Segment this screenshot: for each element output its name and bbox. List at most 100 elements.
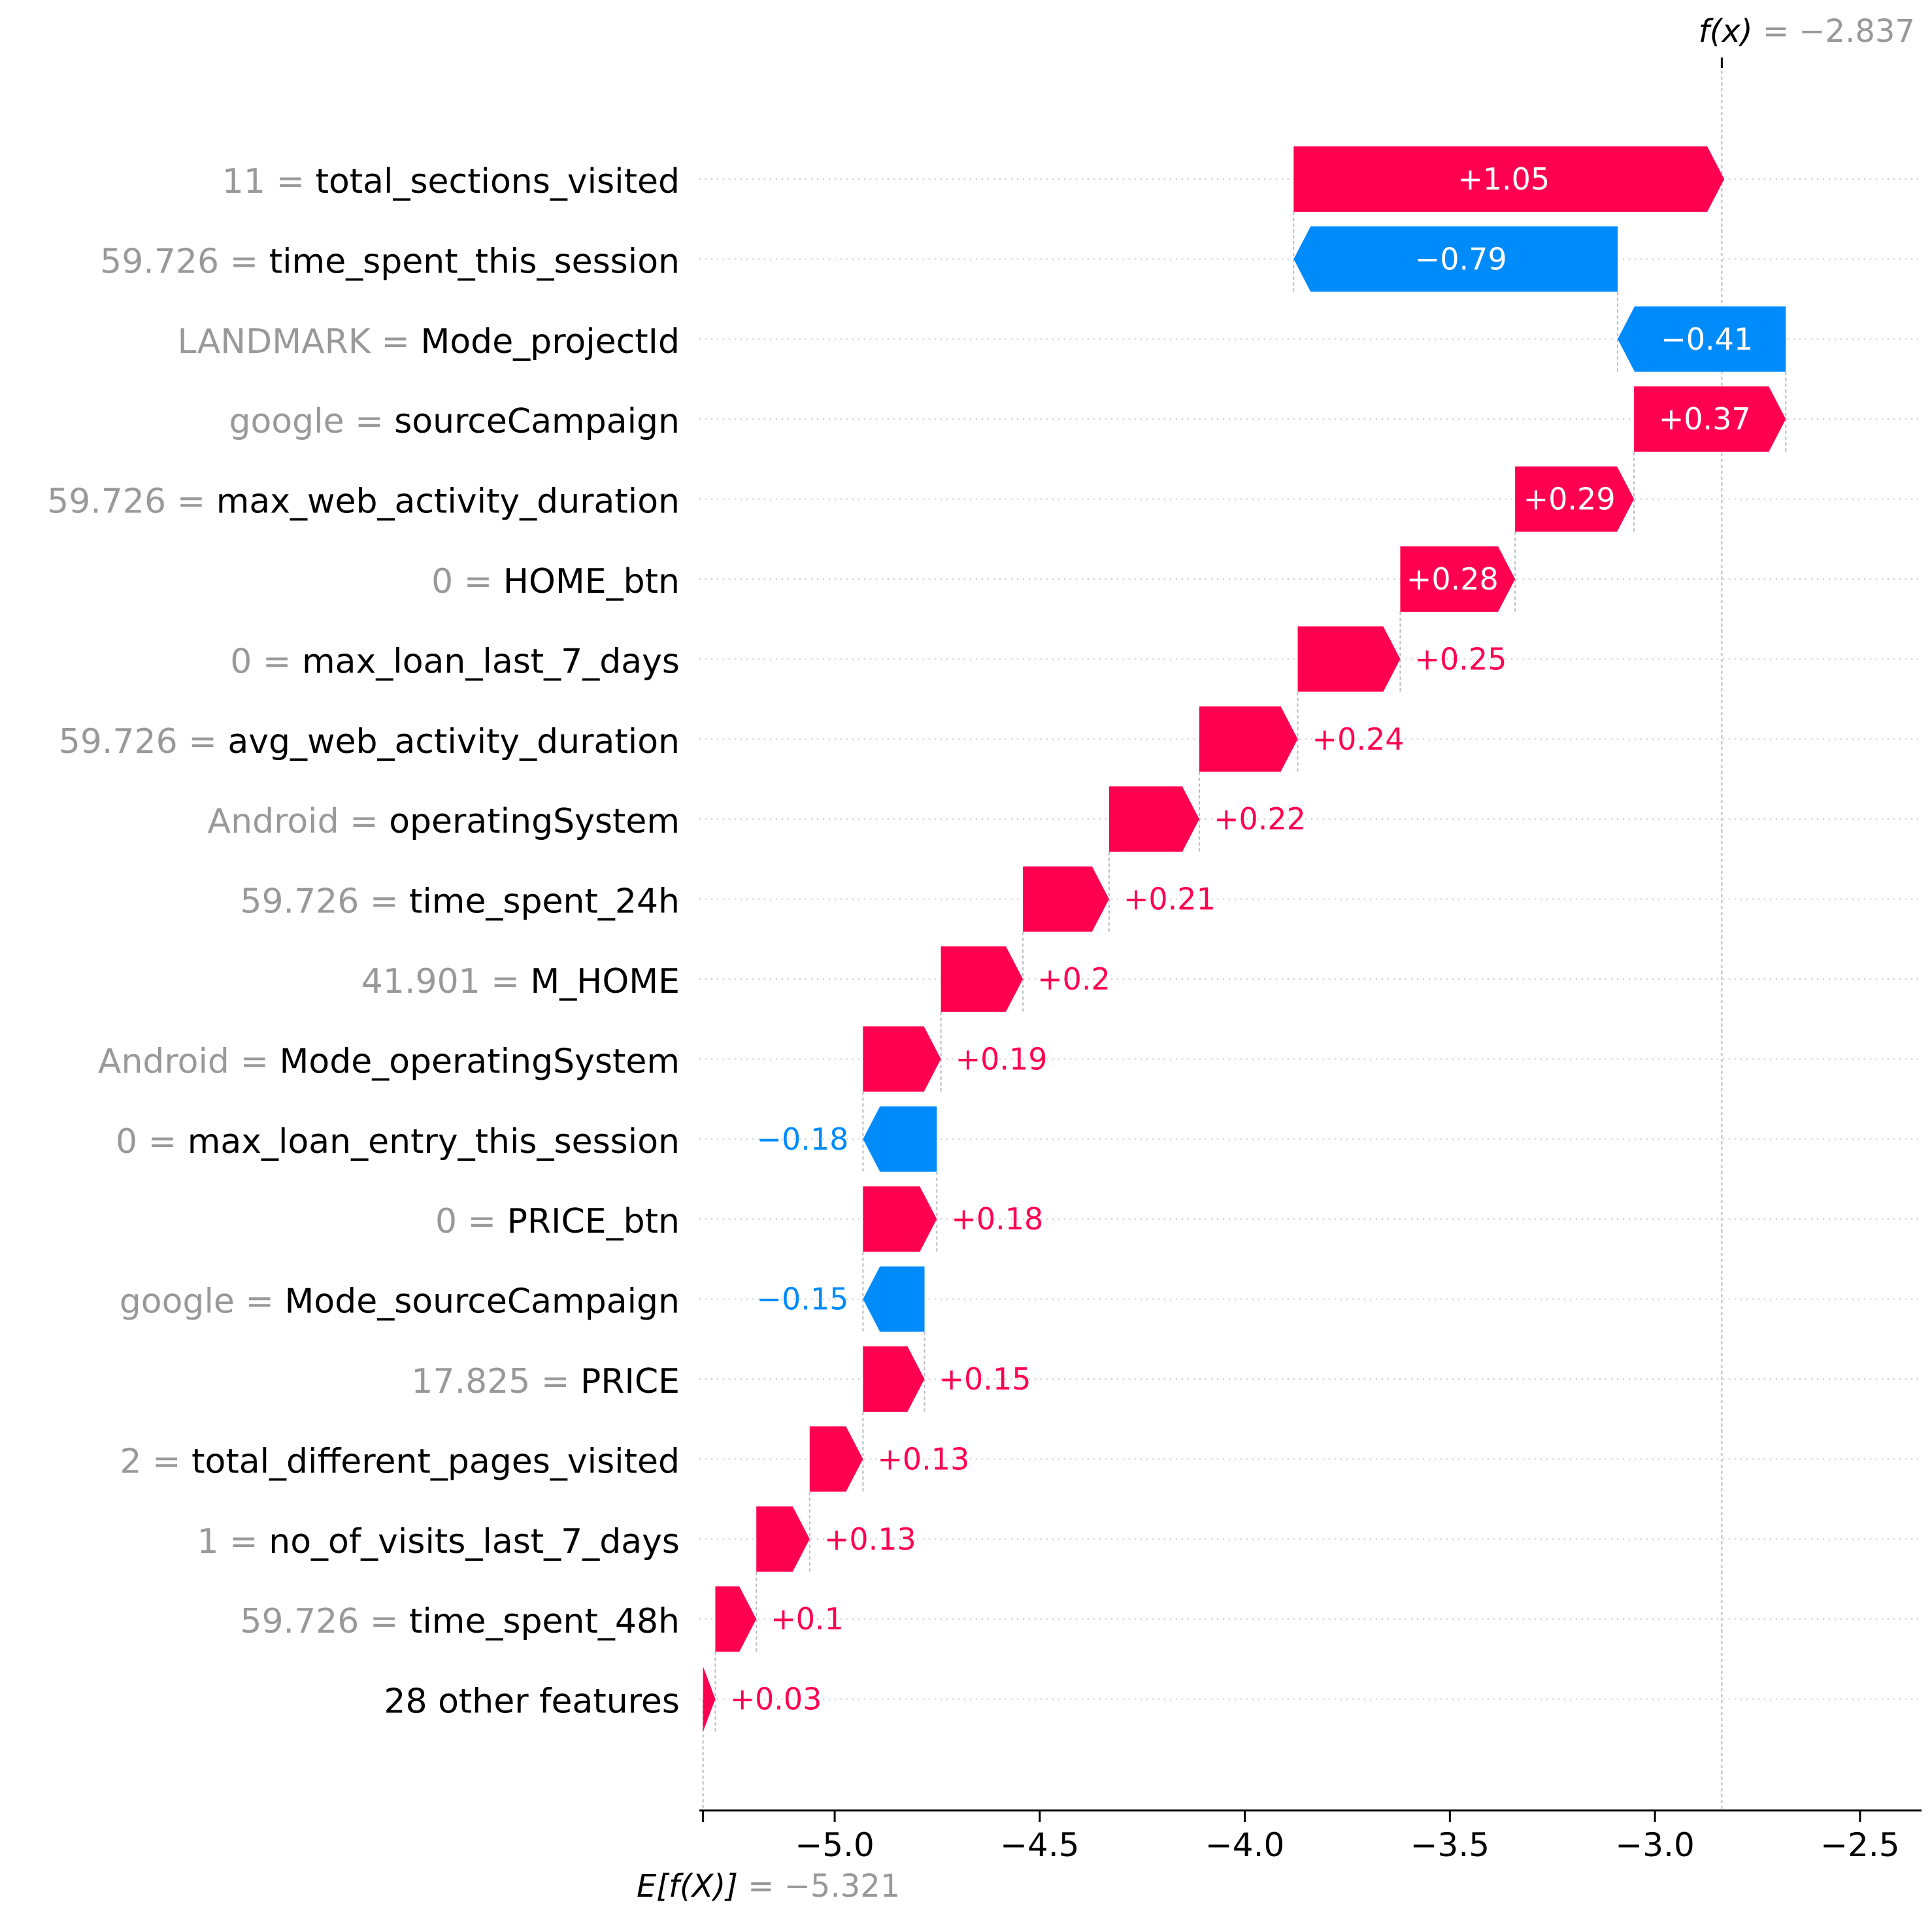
- feature-value: 2 =: [120, 1442, 192, 1481]
- feature-label: 59.726 = time_spent_48h: [240, 1602, 680, 1641]
- feature-label: Android = operatingSystem: [208, 802, 680, 841]
- contribution-label: +0.19: [956, 1041, 1048, 1076]
- feature-name: M_HOME: [530, 962, 680, 1001]
- feature-value: 11 =: [222, 162, 316, 201]
- contribution-bar: [715, 1586, 757, 1652]
- feature-labels: 11 = total_sections_visited 59.726 = time…: [47, 162, 680, 1722]
- feature-value: Android =: [98, 1042, 280, 1081]
- feature-value: 59.726 =: [240, 882, 409, 922]
- feature-name: total_different_pages_visited: [192, 1442, 680, 1481]
- feature-value: LANDMARK =: [178, 322, 421, 361]
- feature-name: time_spent_this_session: [269, 242, 680, 281]
- feature-name: Mode_projectId: [421, 322, 680, 361]
- contribution-bar: [863, 1186, 937, 1252]
- feature-value: 0 =: [116, 1122, 188, 1161]
- contribution-label: −0.18: [756, 1122, 848, 1157]
- feature-value: Android =: [208, 802, 390, 841]
- contribution-bar: [1023, 866, 1109, 932]
- contribution-label: +0.37: [1659, 401, 1751, 437]
- feature-value: 1 =: [197, 1522, 269, 1561]
- feature-name: PRICE_btn: [507, 1202, 680, 1241]
- contribution-label: +0.21: [1124, 882, 1216, 917]
- contribution-bar: [941, 946, 1024, 1012]
- feature-value: 59.726 =: [47, 482, 216, 522]
- feature-value: 0 =: [431, 562, 503, 601]
- feature-label: 59.726 = time_spent_24h: [240, 882, 680, 922]
- feature-name: max_loan_entry_this_session: [188, 1122, 680, 1161]
- bars: +1.05 −0.79 −0.41 +0.37 +0.29 +0.28 +0.25 +0.24…: [703, 146, 1786, 1732]
- x-tick-label: −5.0: [795, 1826, 874, 1864]
- contribution-bar: [863, 1106, 937, 1172]
- feature-name: time_spent_48h: [409, 1602, 680, 1641]
- feature-name: sourceCampaign: [394, 402, 680, 441]
- x-tick-label: −2.5: [1820, 1826, 1899, 1864]
- contribution-label: +0.13: [824, 1522, 916, 1557]
- feature-name: operatingSystem: [389, 802, 680, 841]
- contribution-label: +0.15: [939, 1361, 1031, 1397]
- feature-label: 17.825 = PRICE: [411, 1362, 680, 1401]
- contribution-bar: [756, 1506, 810, 1572]
- contribution-label: +0.03: [729, 1682, 822, 1717]
- contribution-label: +0.1: [771, 1601, 844, 1637]
- contribution-label: +0.13: [877, 1441, 969, 1476]
- contribution-bar: [863, 1346, 925, 1412]
- feature-value: 0 =: [435, 1202, 507, 1241]
- contribution-bar: [1293, 146, 1725, 212]
- fx-annotation-label: f(x) = −2.837: [1699, 13, 1915, 50]
- feature-name: Mode_sourceCampaign: [285, 1282, 680, 1322]
- contribution-label: +0.18: [951, 1201, 1043, 1237]
- contribution-bar: [1515, 466, 1635, 532]
- contribution-bar: [1293, 226, 1618, 292]
- x-axis: −5.0 −4.5 −4.0 −3.5 −3.0 −2.5 E[f(X)] = −5.321: [637, 1809, 1922, 1905]
- contribution-label: −0.15: [756, 1282, 848, 1317]
- fx-annotation: f(x) = −2.837: [1699, 13, 1915, 68]
- contribution-label: +0.22: [1214, 801, 1306, 837]
- feature-name: max_web_activity_duration: [216, 482, 680, 522]
- feature-label: 0 = PRICE_btn: [435, 1202, 680, 1241]
- feature-label: 59.726 = max_web_activity_duration: [47, 482, 680, 522]
- contribution-bar: [1618, 306, 1786, 372]
- contribution-bar: [1199, 706, 1298, 772]
- guide-lines: [702, 59, 1787, 1810]
- feature-label: 0 = max_loan_last_7_days: [230, 642, 680, 681]
- contribution-label: +0.24: [1312, 722, 1405, 757]
- feature-label: LANDMARK = Mode_projectId: [178, 322, 680, 361]
- feature-name: PRICE: [580, 1362, 680, 1401]
- feature-name: no_of_visits_last_7_days: [269, 1522, 680, 1561]
- base-value: = −5.321: [748, 1868, 900, 1905]
- feature-value: 0 =: [230, 642, 302, 681]
- contribution-label: +0.25: [1414, 641, 1507, 676]
- feature-name: avg_web_activity_duration: [227, 722, 680, 761]
- contribution-label: +0.2: [1037, 961, 1110, 997]
- feature-label: 59.726 = time_spent_this_session: [100, 242, 680, 281]
- feature-value: 59.726 =: [100, 242, 269, 281]
- base-label: E[f(X)]: [637, 1868, 748, 1905]
- contribution-bar: [863, 1026, 941, 1092]
- contribution-bar: [703, 1666, 716, 1732]
- feature-label: 0 = HOME_btn: [431, 562, 680, 601]
- x-tick-label: −4.5: [1000, 1826, 1079, 1864]
- contribution-bar: [863, 1266, 925, 1332]
- contribution-bar: [1108, 786, 1199, 852]
- feature-label: 0 = max_loan_entry_this_session: [116, 1122, 680, 1161]
- feature-label: 1 = no_of_visits_last_7_days: [197, 1522, 680, 1561]
- feature-label: 28 other features: [384, 1682, 680, 1722]
- feature-name: Mode_operatingSystem: [280, 1042, 680, 1081]
- feature-name: max_loan_last_7_days: [302, 642, 680, 681]
- contribution-label: −0.41: [1661, 322, 1753, 357]
- feature-value: 17.825 =: [411, 1362, 580, 1401]
- feature-label: google = sourceCampaign: [229, 402, 680, 441]
- feature-label: 2 = total_different_pages_visited: [120, 1442, 680, 1481]
- contribution-label: +0.29: [1524, 482, 1616, 517]
- x-tick-label: −3.5: [1410, 1826, 1490, 1864]
- feature-name: 28 other features: [384, 1682, 680, 1722]
- contribution-bar: [1634, 386, 1786, 452]
- contribution-bar: [809, 1426, 863, 1492]
- contribution-label: −0.79: [1415, 241, 1507, 276]
- feature-value: google =: [120, 1282, 285, 1322]
- feature-label: google = Mode_sourceCampaign: [120, 1282, 680, 1322]
- contribution-label: +1.05: [1457, 161, 1550, 197]
- x-tick-label: −4.0: [1205, 1826, 1284, 1864]
- feature-value: 59.726 =: [59, 722, 228, 761]
